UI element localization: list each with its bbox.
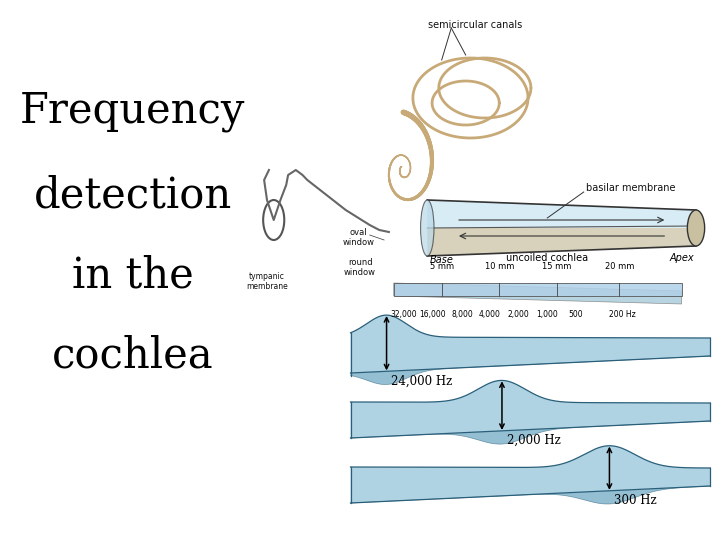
Polygon shape: [394, 283, 682, 296]
Text: detection: detection: [34, 175, 232, 217]
Text: 8,000: 8,000: [452, 310, 474, 319]
Text: 500: 500: [569, 310, 583, 319]
Text: basilar membrane: basilar membrane: [585, 183, 675, 193]
Text: 1,000: 1,000: [536, 310, 558, 319]
Text: oval
window: oval window: [342, 228, 374, 247]
Text: 2,000 Hz: 2,000 Hz: [507, 434, 560, 447]
Text: 5 mm: 5 mm: [430, 262, 454, 271]
Polygon shape: [351, 315, 711, 373]
Polygon shape: [351, 421, 711, 444]
Text: Base: Base: [430, 255, 454, 265]
Polygon shape: [351, 446, 711, 503]
Text: 16,000: 16,000: [419, 310, 446, 319]
Text: round
window: round window: [344, 258, 376, 278]
Polygon shape: [427, 200, 696, 228]
Text: 15 mm: 15 mm: [542, 262, 572, 271]
Text: 200 Hz: 200 Hz: [608, 310, 636, 319]
Polygon shape: [427, 228, 696, 256]
Text: in the: in the: [72, 255, 194, 297]
Text: tympanic
membrane: tympanic membrane: [246, 272, 288, 292]
Polygon shape: [351, 356, 711, 384]
Text: Apex: Apex: [670, 253, 694, 263]
Polygon shape: [351, 380, 711, 438]
Text: 4,000: 4,000: [479, 310, 500, 319]
Ellipse shape: [420, 200, 434, 256]
Text: 32,000: 32,000: [390, 310, 417, 319]
Text: uncoiled cochlea: uncoiled cochlea: [506, 253, 588, 263]
Polygon shape: [351, 486, 711, 504]
Text: 10 mm: 10 mm: [485, 262, 514, 271]
Polygon shape: [394, 283, 682, 304]
Text: 2,000: 2,000: [508, 310, 529, 319]
Text: 20 mm: 20 mm: [605, 262, 634, 271]
Text: 24,000 Hz: 24,000 Hz: [392, 374, 453, 387]
Text: Frequency: Frequency: [20, 90, 246, 132]
Text: cochlea: cochlea: [52, 335, 213, 377]
Text: 300 Hz: 300 Hz: [614, 494, 657, 507]
Ellipse shape: [688, 210, 705, 246]
Text: semicircular canals: semicircular canals: [428, 20, 523, 30]
